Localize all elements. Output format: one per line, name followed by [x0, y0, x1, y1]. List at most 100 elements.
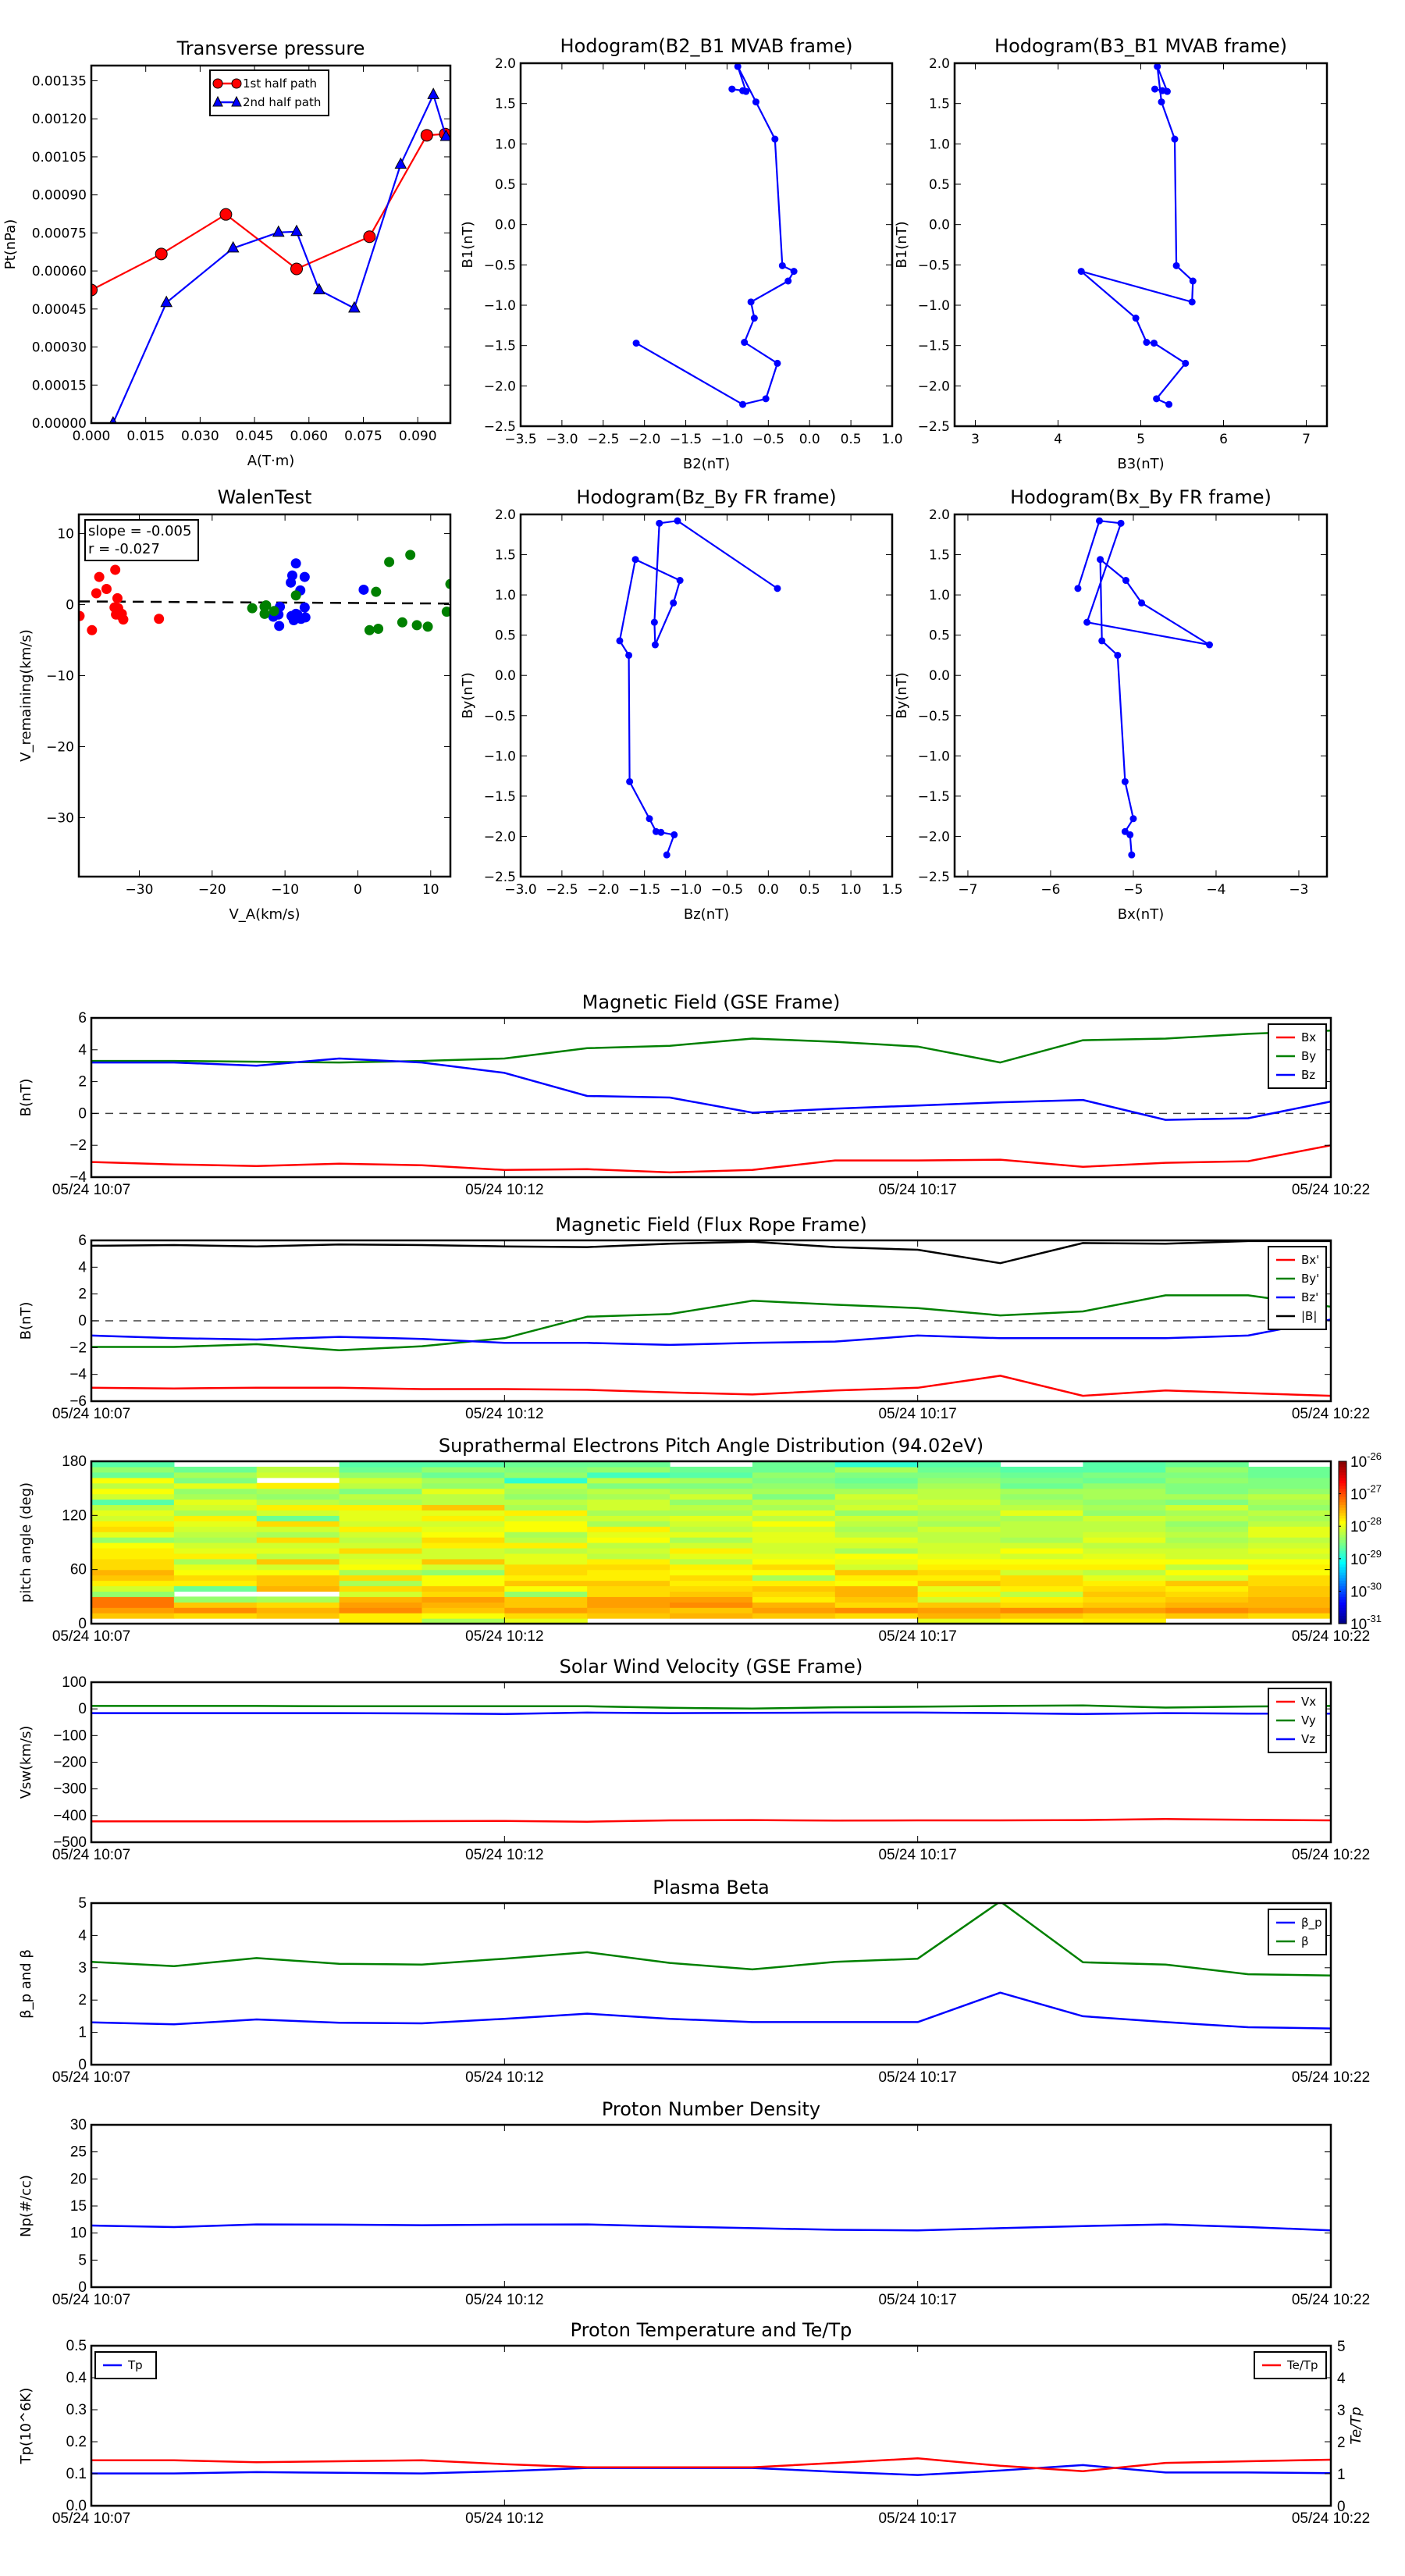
colorbar-segment	[1339, 1461, 1346, 1464]
y-axis-label: Vsw(km/s)	[18, 1726, 34, 1799]
y-tick-label: 60	[70, 1562, 87, 1578]
x-tick-label: 05/24 10:22	[1292, 2069, 1370, 2086]
series-1st-half-path-marker	[290, 262, 303, 276]
heatmap-cell	[91, 1461, 175, 1468]
heatmap-cell	[1000, 1537, 1083, 1543]
heatmap-cell	[587, 1471, 670, 1478]
heatmap-cell	[752, 1488, 836, 1495]
heatmap-cell	[670, 1482, 753, 1489]
series-vy-line	[91, 1704, 1331, 1710]
heatmap-cell	[917, 1499, 1001, 1506]
plot-area	[1077, 63, 1197, 408]
heatmap-cell	[587, 1564, 670, 1571]
series-b2-b1-marker	[762, 395, 770, 403]
x-tick-label: 0.5	[799, 882, 820, 898]
heatmap-cell	[422, 1488, 505, 1495]
colorbar-tick-exponent: -30	[1367, 1580, 1382, 1592]
heatmap-cell	[670, 1532, 753, 1538]
x-tick-label: 0.000	[73, 429, 111, 444]
x-tick-label: −4	[1206, 882, 1225, 898]
series-b2-b1-marker	[774, 359, 781, 367]
x-axis-label: Bx(nT)	[1118, 906, 1164, 923]
heatmap-cell	[587, 1461, 670, 1468]
heatmap-cell	[1248, 1569, 1331, 1576]
heatmap-cell	[173, 1532, 258, 1538]
x-tick-label: 05/24 10:07	[52, 1406, 130, 1422]
series-bz-line	[91, 1057, 1331, 1121]
series-1st-half-path-marker	[91, 283, 98, 297]
heatmap-cell	[504, 1493, 588, 1500]
heatmap-cell	[1248, 1564, 1331, 1571]
y-right-axis-label: Te/Tp	[1348, 2407, 1364, 2444]
colorbar-segment	[1339, 1471, 1346, 1475]
legend: Tp	[94, 2351, 157, 2379]
colorbar-tick-exponent: -27	[1367, 1483, 1382, 1495]
series-bz-by-marker	[774, 585, 781, 592]
series-1st-half-path-marker	[155, 247, 168, 261]
series-green-point	[269, 606, 279, 617]
heatmap-cell	[1248, 1477, 1331, 1484]
series-b2-b1-marker	[784, 277, 792, 285]
y-tick-label: 4	[78, 1927, 87, 1944]
heatmap-cell	[504, 1504, 588, 1510]
heatmap-cell	[1083, 1585, 1166, 1592]
heatmap-cell	[173, 1553, 258, 1560]
plot-area	[616, 517, 781, 859]
series-1st-half-path-marker	[219, 208, 233, 221]
x-tick-label: −0.5	[711, 882, 743, 898]
x-tick-label: 05/24 10:17	[878, 2510, 956, 2527]
heatmap-cell	[339, 1558, 423, 1565]
x-tick-label: 05/24 10:17	[878, 2292, 956, 2308]
heatmap-cell	[917, 1477, 1001, 1484]
series-b3-b1-marker	[1163, 87, 1171, 95]
y-tick-label: −200	[53, 1755, 87, 1771]
chart-title: Proton Number Density	[602, 2098, 820, 2120]
heatmap-cell	[1083, 1493, 1166, 1500]
heatmap-cell	[670, 1537, 753, 1543]
heatmap-cell	[339, 1521, 423, 1527]
series-bz--line	[91, 1318, 1331, 1347]
heatmap-cell	[1083, 1613, 1166, 1619]
colorbar-segment	[1339, 1523, 1346, 1527]
chart-pitch-angle-distribution: Suprathermal Electrons Pitch Angle Distr…	[18, 1435, 1382, 1645]
series-2nd-half-path-marker	[290, 224, 303, 237]
series-green-point	[397, 617, 407, 628]
heatmap-cell	[1248, 1558, 1331, 1565]
y-tick-label: −1.5	[918, 339, 950, 354]
colorbar-segment	[1339, 1618, 1346, 1622]
heatmap-cell	[1000, 1585, 1083, 1592]
colorbar-segment	[1339, 1504, 1346, 1508]
legend-marker	[212, 78, 223, 89]
heatmap-cell	[917, 1504, 1001, 1510]
colorbar-segment	[1339, 1542, 1346, 1546]
heatmap-cell	[1248, 1499, 1331, 1506]
legend-label: β_p	[1301, 1916, 1322, 1930]
heatmap-cell	[1083, 1618, 1166, 1624]
heatmap-cell	[1000, 1558, 1083, 1565]
colorbar-tick-label: 10-27	[1350, 1483, 1382, 1503]
x-tick-label: 05/24 10:12	[465, 1406, 543, 1422]
heatmap-cell	[1083, 1499, 1166, 1506]
y-tick-label: 0.5	[929, 177, 950, 193]
heatmap-cell	[917, 1482, 1001, 1489]
legend-label: 1st half path	[243, 76, 317, 91]
heatmap-cell	[670, 1574, 753, 1582]
heatmap-cell	[339, 1585, 423, 1592]
heatmap-cell	[834, 1471, 919, 1478]
series-np-line	[91, 2223, 1331, 2232]
colorbar-segment	[1339, 1480, 1346, 1484]
legend-label: Bz	[1301, 1068, 1315, 1082]
heatmap-cell	[752, 1466, 836, 1473]
series-bx-by-marker	[1128, 851, 1136, 859]
heatmap-cell	[91, 1574, 175, 1582]
colorbar-segment	[1339, 1491, 1346, 1495]
colorbar-segment	[1339, 1482, 1346, 1486]
y-tick-label: 0	[78, 2279, 87, 2296]
heatmap-cell	[504, 1461, 588, 1468]
colorbar-segment	[1339, 1545, 1346, 1549]
heatmap-cell	[339, 1569, 423, 1576]
y-tick-label: −2.0	[484, 379, 516, 394]
heatmap-cell	[917, 1547, 1001, 1554]
heatmap-cell	[587, 1532, 670, 1538]
heatmap-cell	[1000, 1607, 1083, 1614]
